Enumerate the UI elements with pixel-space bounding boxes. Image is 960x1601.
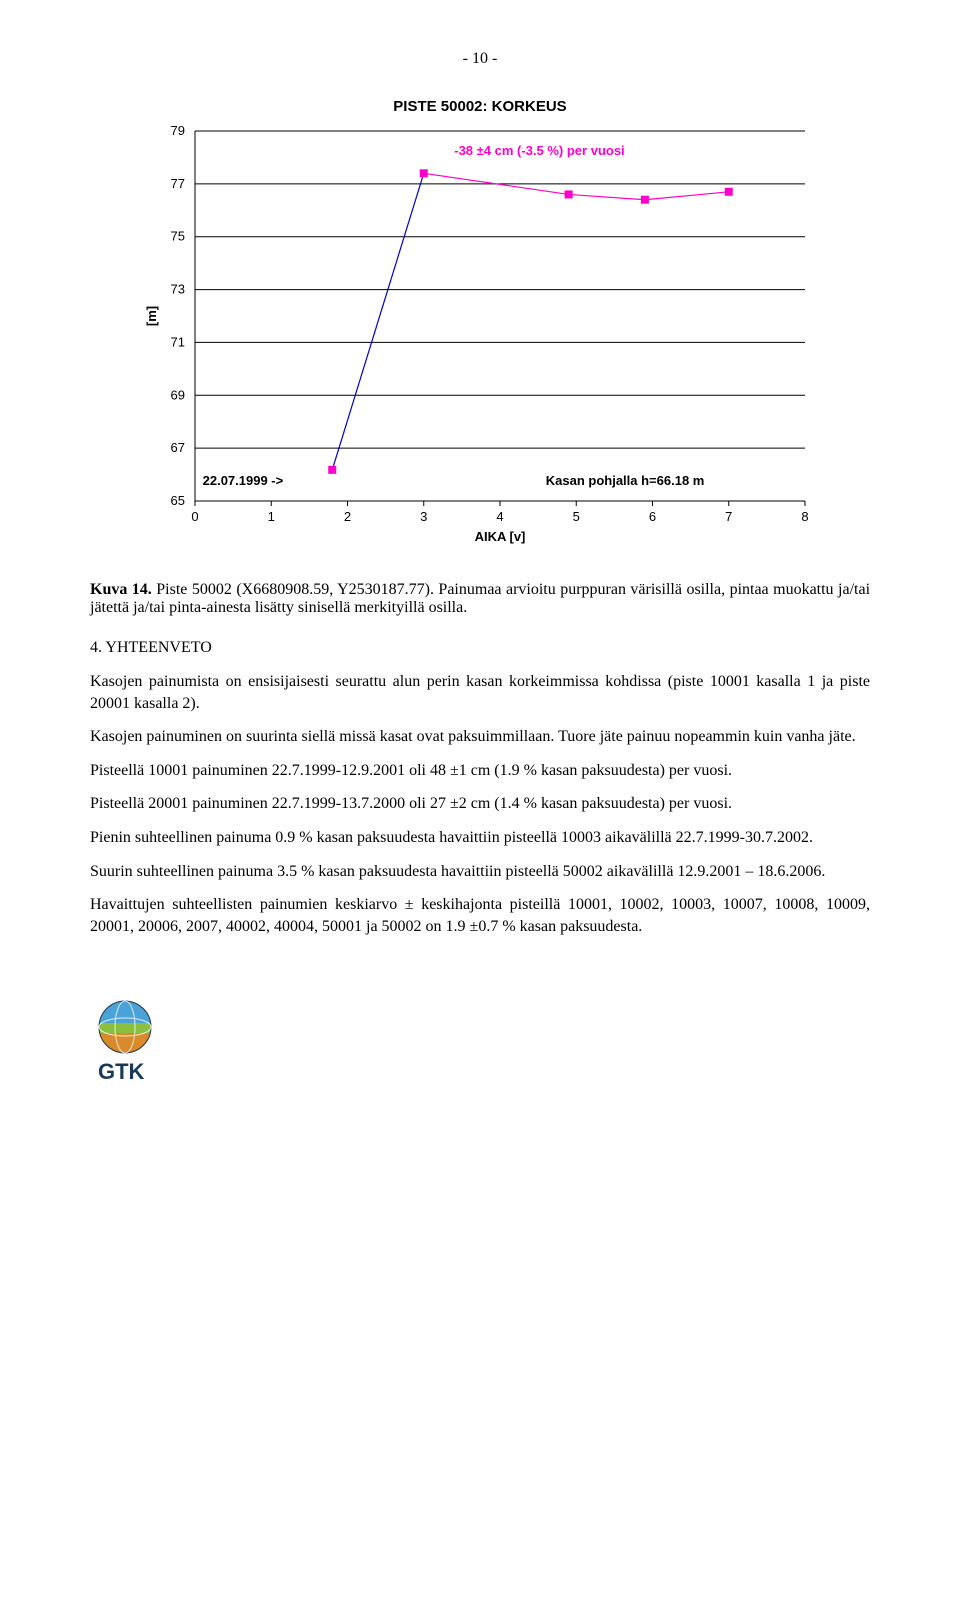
annotation-trend: -38 ±4 cm (-3.5 %) per vuosi [454, 143, 624, 158]
figure-caption: Kuva 14. Piste 50002 (X6680908.59, Y2530… [90, 581, 870, 617]
svg-text:7: 7 [725, 509, 732, 524]
body-paragraph: Suurin suhteellinen painuma 3.5 % kasan … [90, 861, 870, 883]
svg-text:3: 3 [420, 509, 427, 524]
body-paragraph: Pisteellä 10001 painuminen 22.7.1999-12.… [90, 760, 870, 782]
svg-text:75: 75 [171, 229, 185, 244]
svg-text:4: 4 [496, 509, 503, 524]
body-paragraphs: Kasojen painumista on ensisijaisesti seu… [90, 671, 870, 937]
chart-title: PISTE 50002: KORKEUS [140, 98, 820, 115]
svg-text:69: 69 [171, 387, 185, 402]
chart-plot: 6567697173757779012345678AIKA [v][m]22.0… [140, 121, 820, 551]
svg-text:8: 8 [801, 509, 808, 524]
svg-text:65: 65 [171, 493, 185, 508]
svg-text:[m]: [m] [144, 306, 159, 326]
body-paragraph: Pienin suhteellinen painuma 0.9 % kasan … [90, 827, 870, 849]
svg-text:77: 77 [171, 176, 185, 191]
section-heading: 4. YHTEENVETO [90, 639, 870, 657]
body-paragraph: Kasojen painumista on ensisijaisesti seu… [90, 671, 870, 714]
body-paragraph: Pisteellä 20001 painuminen 22.7.1999-13.… [90, 793, 870, 815]
svg-text:GTK: GTK [98, 1059, 145, 1084]
svg-text:2: 2 [344, 509, 351, 524]
page-number: - 10 - [90, 50, 870, 68]
annotation-pohja: Kasan pohjalla h=66.18 m [546, 473, 705, 488]
annotation-start: 22.07.1999 -> [203, 473, 284, 488]
chart-container: PISTE 50002: KORKEUS 6567697173757779012… [140, 98, 820, 551]
svg-text:71: 71 [171, 334, 185, 349]
svg-text:79: 79 [171, 123, 185, 138]
svg-text:6: 6 [649, 509, 656, 524]
svg-text:67: 67 [171, 440, 185, 455]
caption-text: Piste 50002 (X6680908.59, Y2530187.77). … [90, 581, 870, 616]
svg-text:AIKA [v]: AIKA [v] [475, 529, 526, 544]
caption-label: Kuva 14. [90, 581, 152, 598]
gtk-logo: GTK [90, 997, 870, 1087]
svg-text:73: 73 [171, 282, 185, 297]
body-paragraph: Kasojen painuminen on suurinta siellä mi… [90, 726, 870, 748]
svg-text:0: 0 [191, 509, 198, 524]
body-paragraph: Havaittujen suhteellisten painumien kesk… [90, 894, 870, 937]
svg-text:1: 1 [268, 509, 275, 524]
svg-text:5: 5 [573, 509, 580, 524]
